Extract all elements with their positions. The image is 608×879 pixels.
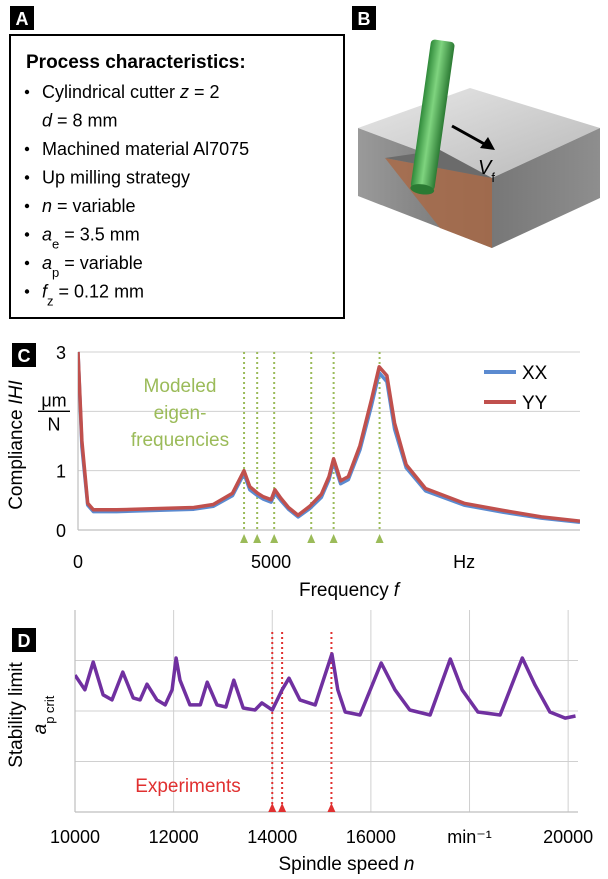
x-tick-label: 14000 xyxy=(247,827,297,847)
panel-label: A xyxy=(16,9,29,29)
panel-a-box xyxy=(9,34,345,319)
item-line: d = 8 mm xyxy=(42,111,118,131)
panel-label: B xyxy=(358,9,371,29)
bullet xyxy=(24,175,30,180)
x-axis-label-text: Spindle speed xyxy=(278,854,398,875)
x-axis-label-symbol: n xyxy=(404,854,415,875)
y-axis-label-text: Stability limit xyxy=(6,661,27,767)
x-axis-label-symbol: f xyxy=(394,580,401,601)
panel-label-box xyxy=(12,628,36,652)
y-axis-label-symbol: IHI xyxy=(6,379,27,404)
item-text: = 3.5 mm xyxy=(64,225,140,245)
panel-label-box xyxy=(12,343,36,367)
marker-triangle xyxy=(278,803,287,812)
x-tick-label: 16000 xyxy=(346,827,396,847)
y-axis-label: Stability limit xyxy=(6,661,27,767)
item-text: Machined material Al7075 xyxy=(42,139,249,159)
y-tick-label: 1 xyxy=(56,462,66,482)
y-axis-symbol: ap crit xyxy=(30,695,57,734)
item-text: Cylindrical cutter xyxy=(42,82,175,102)
bullet xyxy=(24,89,30,95)
item-text: = 0.12 mm xyxy=(59,282,145,302)
x-tick-label: 0 xyxy=(73,552,83,572)
marker-triangle xyxy=(240,534,249,543)
bullet xyxy=(24,260,30,266)
series-line xyxy=(75,652,576,720)
x-tick-label: min⁻¹ xyxy=(447,827,492,847)
y-tick-label: 0 xyxy=(56,521,66,541)
item-text: z xyxy=(47,293,54,308)
item-text: z xyxy=(179,82,189,102)
item-line: ap = variable xyxy=(42,253,143,280)
marker-triangle xyxy=(327,803,336,812)
x-tick-label: 12000 xyxy=(149,827,199,847)
marker-triangle xyxy=(270,534,279,543)
y-unit-numerator: μm xyxy=(41,390,66,410)
item-text: p xyxy=(52,265,59,280)
item-text: f xyxy=(42,282,49,302)
legend-label: YY xyxy=(522,393,548,414)
y-axis-label: Compliance IHI xyxy=(6,379,27,509)
item-line: Cylindrical cutter z = 2 xyxy=(42,82,220,102)
panel-label: C xyxy=(18,346,31,366)
x-axis-label-text: Frequency xyxy=(299,580,389,601)
item-text: Up milling strategy xyxy=(42,168,190,188)
item-line: ae = 3.5 mm xyxy=(42,225,140,252)
item-text: a xyxy=(42,225,52,245)
panel-a-title: Process characteristics: xyxy=(26,52,246,73)
marker-triangle xyxy=(253,534,262,543)
marker-triangle xyxy=(268,803,277,812)
item-line: Up milling strategy xyxy=(42,168,190,188)
x-tick-label: 10000 xyxy=(50,827,100,847)
marker-triangle xyxy=(329,534,338,543)
y-unit-denominator: N xyxy=(48,414,61,434)
marker-label: Modeled xyxy=(144,376,217,397)
panel-label: D xyxy=(18,631,31,651)
item-text: e xyxy=(52,236,59,251)
y-axis-symbol-letter: a xyxy=(30,724,51,735)
panel-b-illustration xyxy=(358,39,600,248)
y-axis-label-text: Compliance xyxy=(6,409,27,509)
item-text: = 2 xyxy=(194,82,220,102)
item-text: a xyxy=(42,253,52,273)
item-text: d xyxy=(42,111,53,131)
y-tick-label: 3 xyxy=(56,343,66,363)
item-line: n = variable xyxy=(42,196,136,216)
bullet xyxy=(24,289,30,294)
item-text: n xyxy=(42,196,52,216)
bullet xyxy=(24,232,30,237)
bullet xyxy=(24,203,30,209)
marker-label: frequencies xyxy=(131,430,229,451)
feed-symbol: V xyxy=(478,157,493,179)
y-axis-symbol-subscript: p crit xyxy=(42,695,57,724)
x-tick-label: 20000 xyxy=(543,827,593,847)
feed-label: Vf xyxy=(478,157,495,185)
marker-triangle xyxy=(375,534,384,543)
panel-label-box xyxy=(10,6,34,30)
x-axis-label: Spindle speed n xyxy=(278,854,414,875)
item-text: = variable xyxy=(57,196,136,216)
marker-label: eigen- xyxy=(154,403,207,424)
item-line: Machined material Al7075 xyxy=(42,139,249,159)
series-line xyxy=(78,351,580,523)
item-text: = variable xyxy=(64,253,143,273)
item-text: = 8 mm xyxy=(57,111,118,131)
marker-triangle xyxy=(307,534,316,543)
bullet xyxy=(24,146,30,152)
x-tick-label: Hz xyxy=(453,552,475,572)
x-tick-label: 5000 xyxy=(251,552,291,572)
x-axis-label: Frequency f xyxy=(299,580,401,601)
marker-label: Experiments xyxy=(135,776,241,797)
feed-subscript: f xyxy=(491,170,495,185)
legend-label: XX xyxy=(522,363,548,384)
panel-label-box xyxy=(352,6,376,30)
item-line: fz = 0.12 mm xyxy=(42,282,144,309)
